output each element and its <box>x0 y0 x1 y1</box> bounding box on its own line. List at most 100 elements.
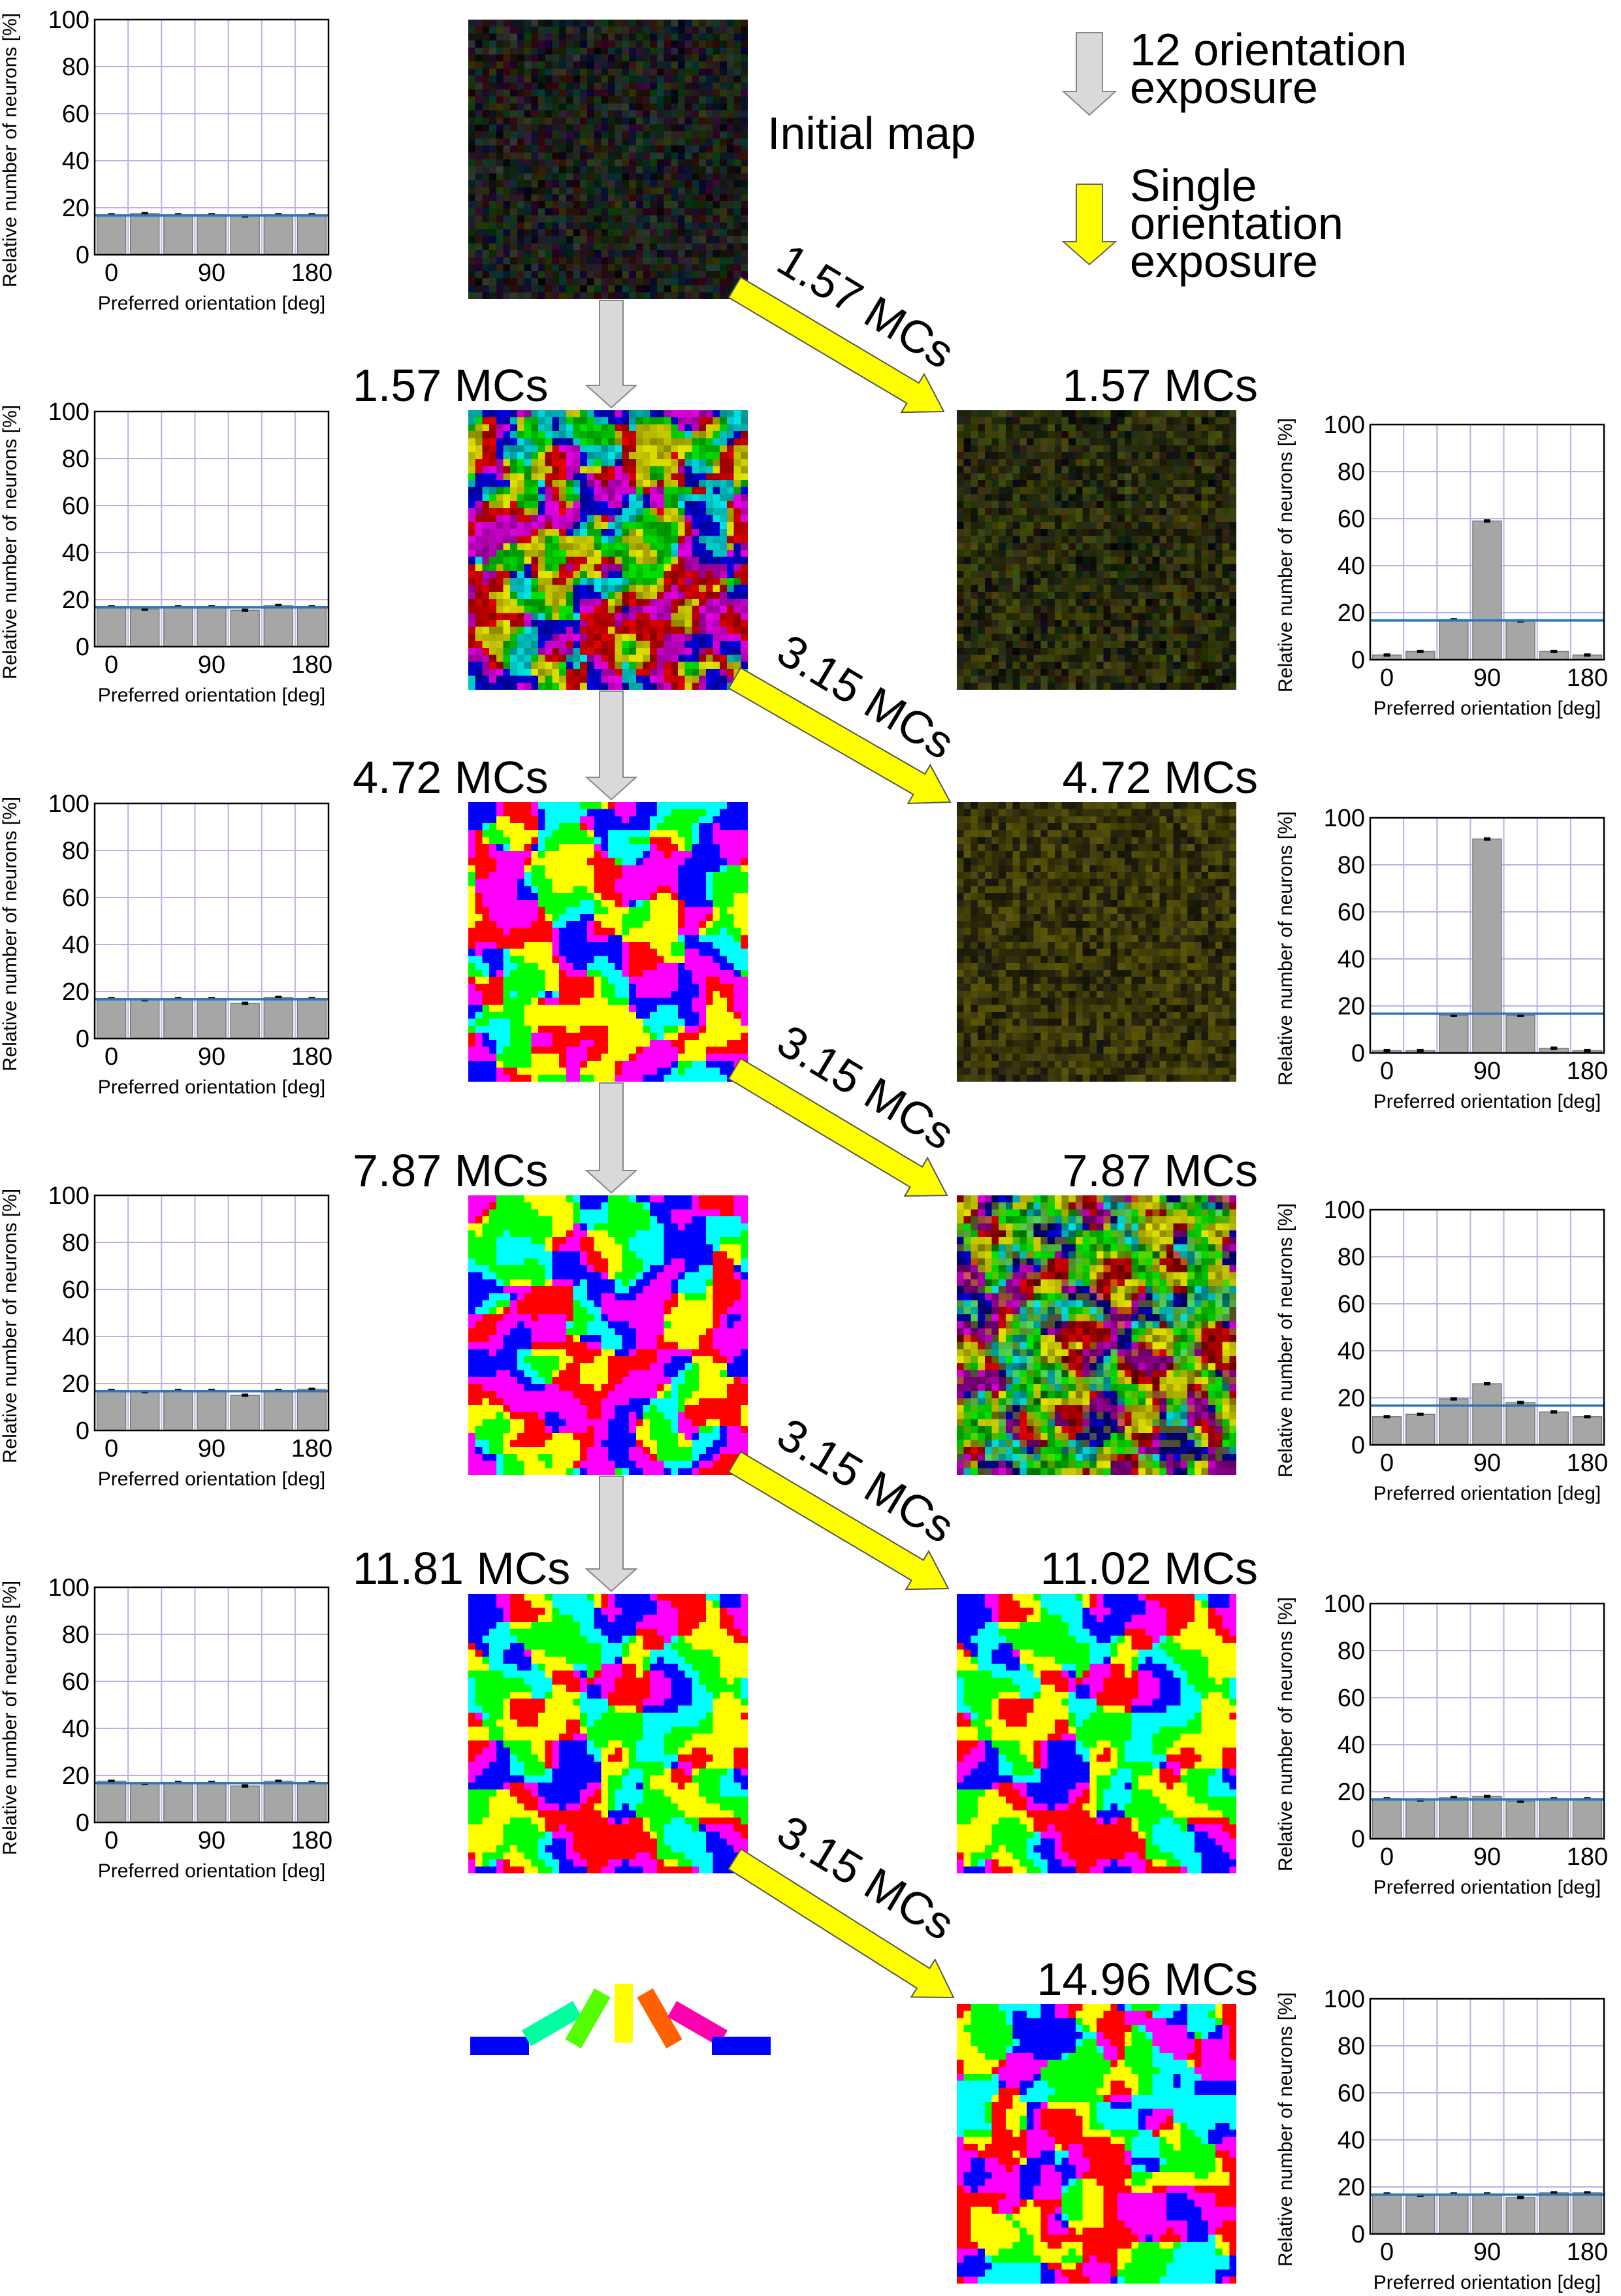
y-tick-label: 60 <box>62 884 89 912</box>
bar-60 <box>1439 1797 1469 1839</box>
bar-120 <box>1505 1800 1535 1839</box>
orientation-key-bar-6 <box>712 2037 771 2055</box>
bar-0 <box>1372 2193 1402 2235</box>
y-tick-label: 80 <box>62 837 89 865</box>
bar-90 <box>1472 1383 1502 1446</box>
map-label-left-1: 1.57 MCs <box>353 360 549 411</box>
bar-120 <box>1505 2197 1535 2235</box>
y-axis-label: Relative number of neurons [%] <box>0 405 21 679</box>
x-tick-label: 0 <box>1380 1449 1394 1477</box>
bar-0 <box>1372 1798 1402 1839</box>
y-tick-label: 100 <box>1324 1986 1365 2013</box>
y-axis-label: Relative number of neurons [%] <box>1275 811 1296 1086</box>
y-axis-label: Relative number of neurons [%] <box>0 13 21 287</box>
chart-right_2: 0 20 40 60 80 100 0 90 180 Preferred orientation … <box>1275 805 1608 1112</box>
y-tick-label: 100 <box>48 790 89 818</box>
x-tick-label: 0 <box>104 1827 118 1854</box>
y-tick-label: 20 <box>1338 2174 1365 2201</box>
bar-60 <box>1439 1014 1469 1054</box>
x-axis-label: Preferred orientation [deg] <box>1373 2272 1601 2293</box>
x-tick-label: 0 <box>104 1435 118 1463</box>
bar-180 <box>1572 1416 1603 1446</box>
bar-0 <box>96 214 127 255</box>
plot-frame <box>93 18 330 256</box>
map-label-right-1: 1.57 MCs <box>1062 360 1258 411</box>
map-label-right-3: 7.87 MCs <box>1062 1145 1258 1196</box>
y-tick-label: 0 <box>1351 647 1365 674</box>
y-tick-label: 100 <box>1324 1197 1365 1224</box>
bar-60 <box>163 214 193 255</box>
y-tick-label: 20 <box>62 587 89 614</box>
bar-0 <box>1372 1416 1402 1446</box>
y-tick-label: 20 <box>1338 600 1365 627</box>
bar-60 <box>1439 619 1469 660</box>
x-tick-label: 180 <box>1567 1449 1608 1477</box>
y-tick-label: 20 <box>1338 1779 1365 1806</box>
bar-90 <box>197 998 227 1039</box>
bar-120 <box>230 1003 260 1039</box>
bar-120 <box>1505 1014 1535 1054</box>
bar-90 <box>1472 838 1502 1054</box>
yellow-arrow-2 <box>728 1058 948 1197</box>
y-tick-label: 0 <box>76 634 89 661</box>
bar-30 <box>129 999 160 1039</box>
y-axis-label: Relative number of neurons [%] <box>1275 1992 1296 2267</box>
y-axis-label: Relative number of neurons [%] <box>0 797 21 1071</box>
x-tick-label: 180 <box>291 1435 332 1463</box>
x-axis-label: Preferred orientation [deg] <box>1373 1091 1601 1112</box>
x-tick-label: 90 <box>1473 1058 1501 1085</box>
gray-arrow-2 <box>585 690 638 801</box>
chart-left_1: 0 20 40 60 80 100 0 90 180 Preferred orientation … <box>0 398 332 706</box>
bar-90 <box>1472 520 1502 660</box>
x-tick-label: 90 <box>198 651 225 679</box>
y-tick-label: 40 <box>1338 1338 1365 1365</box>
chart-right_1: 0 20 40 60 80 100 0 90 180 Preferred orientation … <box>1275 412 1608 719</box>
legend-yellow-label-line3: exposure <box>1130 236 1318 287</box>
bar-180 <box>1572 1798 1603 1839</box>
x-axis-label: Preferred orientation [deg] <box>1373 698 1601 719</box>
orientation-map-left-1 <box>468 410 748 690</box>
x-axis-label: Preferred orientation [deg] <box>98 1860 326 1882</box>
orientation-key-bar-0 <box>470 2037 529 2055</box>
x-tick-label: 0 <box>1380 1058 1394 1085</box>
x-tick-label: 90 <box>198 1043 225 1071</box>
y-tick-label: 80 <box>1338 2033 1365 2060</box>
bar-90 <box>197 1782 227 1823</box>
orientation-key-bar-2 <box>565 1988 611 2048</box>
x-tick-label: 90 <box>1473 1449 1501 1477</box>
plot-frame <box>1369 1997 1605 2235</box>
y-tick-label: 40 <box>62 1323 89 1351</box>
bar-150 <box>263 214 294 255</box>
y-tick-label: 80 <box>1338 852 1365 879</box>
bar-180 <box>297 1389 327 1431</box>
x-tick-label: 90 <box>198 1827 225 1854</box>
bar-30 <box>129 608 160 647</box>
bar-150 <box>263 1781 294 1823</box>
y-tick-label: 100 <box>48 1182 89 1210</box>
x-tick-label: 0 <box>104 651 118 679</box>
chart-right_4: 0 20 40 60 80 100 0 90 180 Preferred orientation … <box>1275 1591 1608 1898</box>
bar-180 <box>297 214 327 255</box>
bar-0 <box>96 606 127 647</box>
bar-60 <box>163 998 193 1039</box>
y-tick-label: 60 <box>62 493 89 520</box>
map-label-right-2: 4.72 MCs <box>1062 752 1258 803</box>
y-tick-label: 100 <box>1324 805 1365 832</box>
y-tick-label: 40 <box>62 148 89 175</box>
bar-120 <box>230 1785 260 1823</box>
map-label-left-3: 7.87 MCs <box>353 1145 549 1196</box>
bar-180 <box>1572 2192 1603 2235</box>
plot-frame <box>1369 817 1605 1054</box>
x-tick-label: 90 <box>1473 1843 1501 1871</box>
x-tick-label: 0 <box>104 1043 118 1071</box>
gray-arrow-3 <box>585 1082 638 1194</box>
x-tick-label: 0 <box>104 259 118 287</box>
y-tick-label: 100 <box>1324 412 1365 439</box>
x-tick-label: 0 <box>1380 664 1394 692</box>
orientation-key-bar-1 <box>522 2001 582 2046</box>
orientation-map-right-4 <box>957 1594 1236 1873</box>
x-tick-label: 0 <box>1380 1843 1394 1871</box>
legend-yellow-label-line2: orientation <box>1130 198 1343 249</box>
